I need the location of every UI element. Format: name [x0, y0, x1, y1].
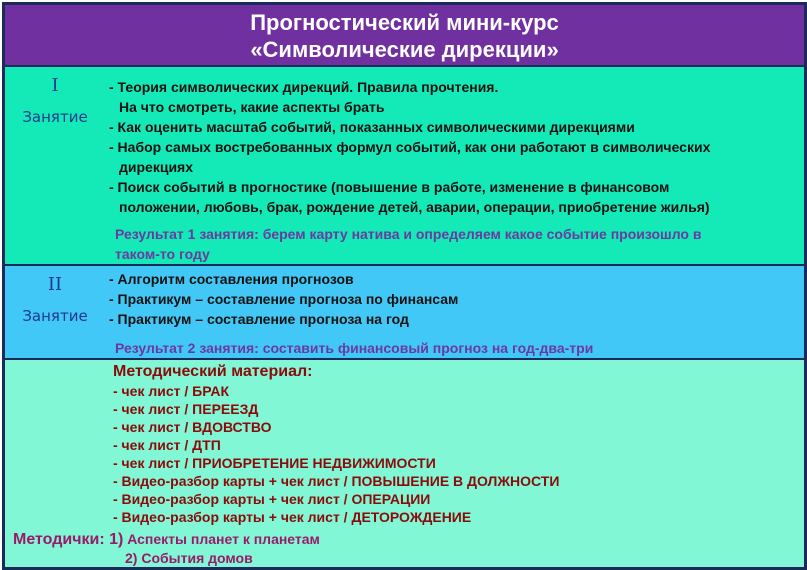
topic-item: - Практикум – составление прогноза на го… [109, 311, 409, 327]
lesson-1-section: I Занятие - Теория символических дирекци… [5, 67, 804, 264]
topic-item: - Практикум – составление прогноза по фи… [109, 291, 459, 307]
manual-item: Аспекты планет к планетам [127, 531, 320, 547]
lesson-label: Занятие [22, 108, 88, 126]
manual-item: 2) События домов [125, 550, 253, 566]
lesson-numeral: I [51, 75, 59, 96]
lesson-label: Занятие [22, 307, 88, 325]
title-line-1: Прогностический мини-курс [250, 10, 559, 35]
result-line: таком-то году [115, 246, 210, 262]
lesson-1-result: Результат 1 занятия: берем карту натива … [115, 224, 701, 264]
lesson-2-section: II Занятие - Алгоритм составления прогно… [5, 266, 804, 358]
topic-item: - Алгоритм составления прогнозов [109, 271, 354, 287]
topic-item: - Поиск событий в прогностике (повышение… [109, 179, 670, 195]
material-item: - чек лист / ВДОВСТВО [113, 419, 272, 435]
material-item: - чек лист / ПЕРЕЕЗД [113, 401, 259, 417]
title-line-2: «Символические дирекции» [250, 37, 559, 62]
materials-title: Методический материал: [113, 363, 313, 380]
lesson-2-number: II Занятие [5, 274, 105, 325]
topic-item: положении, любовь, брак, рождение детей,… [119, 199, 710, 215]
lesson-2-result: Результат 2 занятия: составить финансовы… [115, 340, 594, 356]
material-item: - чек лист / ПРИОБРЕТЕНИЕ НЕДВИЖИМОСТИ [113, 455, 436, 471]
material-item: - Видео-разбор карты + чек лист / ДЕТОРО… [113, 509, 472, 525]
course-title: Прогностический мини-курс «Символические… [5, 5, 804, 65]
manuals: Методички: 1) Аспекты планет к планетам … [13, 530, 320, 568]
lesson-2-topics: - Алгоритм составления прогнозов - Практ… [109, 269, 458, 329]
topic-item: - Набор самых востребованных формул собы… [109, 139, 711, 155]
material-item: - чек лист / ДТП [113, 437, 221, 453]
lesson-1-topics: - Теория символических дирекций. Правила… [109, 77, 710, 217]
manuals-label: Методички: 1) [13, 531, 124, 548]
materials-section: Методический материал: - чек лист / БРАК… [5, 360, 804, 567]
result-line: Результат 1 занятия: берем карту натива … [115, 226, 702, 242]
material-item: - Видео-разбор карты + чек лист / ПОВЫШЕ… [113, 473, 560, 489]
material-item: - чек лист / БРАК [113, 383, 229, 399]
material-item: - Видео-разбор карты + чек лист / ОПЕРАЦ… [113, 491, 431, 507]
lesson-numeral: II [47, 274, 63, 295]
topic-item: На что смотреть, какие аспекты брать [119, 99, 385, 115]
lesson-1-number: I Занятие [5, 75, 105, 126]
topic-item: - Как оценить масштаб событий, показанны… [109, 119, 635, 135]
topic-item: - Теория символических дирекций. Правила… [109, 79, 499, 95]
materials-list: Методический материал: - чек лист / БРАК… [113, 362, 559, 526]
topic-item: дирекциях [119, 159, 194, 175]
